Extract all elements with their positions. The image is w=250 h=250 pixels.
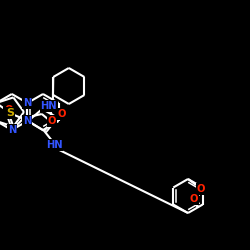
Text: N: N [8, 125, 16, 135]
Text: N: N [23, 116, 32, 126]
Text: O: O [4, 104, 12, 115]
Text: HN: HN [46, 140, 62, 150]
Text: O: O [58, 109, 66, 119]
Text: S: S [6, 108, 14, 118]
Text: O: O [197, 184, 205, 194]
Text: HN: HN [40, 101, 57, 111]
Text: O: O [190, 194, 198, 204]
Text: N: N [23, 98, 32, 108]
Text: O: O [48, 116, 56, 126]
